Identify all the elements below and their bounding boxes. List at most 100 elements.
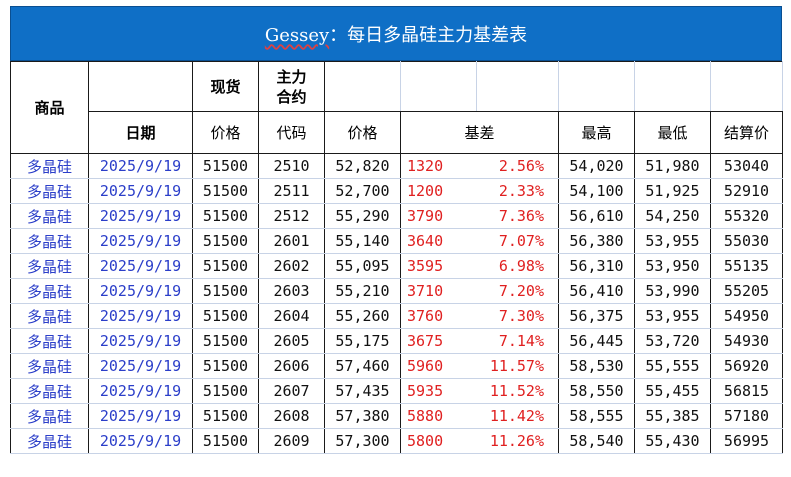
product-cell: 多晶硅 xyxy=(10,253,89,279)
contract-price-cell: 57,435 xyxy=(324,378,401,404)
high-cell: 54,100 xyxy=(558,178,635,204)
high-cell: 56,310 xyxy=(558,253,635,279)
basis-cell: 3675 xyxy=(400,328,477,354)
basis-percent-cell: 7.36% xyxy=(476,203,559,229)
basis-cell: 1200 xyxy=(400,178,477,204)
contract-price-cell: 57,300 xyxy=(324,428,401,454)
basis-cell: 3595 xyxy=(400,253,477,279)
contract-code-cell: 2609 xyxy=(258,428,325,454)
header-high: 最高 xyxy=(558,111,635,154)
contract-price-cell: 52,820 xyxy=(324,153,401,179)
spot-price-cell: 51500 xyxy=(192,253,259,279)
table-row: 多晶硅 2025/9/19 51500 2606 57,460 5960 11.57% 58,… xyxy=(10,353,783,379)
basis-cell: 3640 xyxy=(400,228,477,254)
contract-code-cell: 2512 xyxy=(258,203,325,229)
basis-percent-cell: 2.33% xyxy=(476,178,559,204)
contract-price-cell: 52,700 xyxy=(324,178,401,204)
title-brand: Gessey xyxy=(264,24,330,46)
contract-code-cell: 2603 xyxy=(258,278,325,304)
low-cell: 53,990 xyxy=(634,278,711,304)
contract-price-cell: 57,460 xyxy=(324,353,401,379)
basis-percent-cell: 11.42% xyxy=(476,403,559,429)
basis-percent-cell: 6.98% xyxy=(476,253,559,279)
date-cell: 2025/9/19 xyxy=(88,353,193,379)
basis-percent-cell: 7.07% xyxy=(476,228,559,254)
product-cell: 多晶硅 xyxy=(10,403,89,429)
spot-price-cell: 51500 xyxy=(192,178,259,204)
contract-code-cell: 2605 xyxy=(258,328,325,354)
basis-percent-cell: 11.57% xyxy=(476,353,559,379)
header-code: 代码 xyxy=(258,111,325,154)
page-title: Gessey：每日多晶硅主力基差表 xyxy=(265,21,527,47)
high-cell: 58,530 xyxy=(558,353,635,379)
high-cell: 56,375 xyxy=(558,303,635,329)
low-cell: 51,980 xyxy=(634,153,711,179)
product-cell: 多晶硅 xyxy=(10,428,89,454)
basis-sheet: Gessey：每日多晶硅主力基差表 商品 现货 主力 合约 日期 xyxy=(10,6,783,454)
basis-percent-cell: 7.30% xyxy=(476,303,559,329)
contract-code-cell: 2602 xyxy=(258,253,325,279)
settle-cell: 54950 xyxy=(710,303,783,329)
table-row: 多晶硅 2025/9/19 51500 2603 55,210 3710 7.20% 56,4… xyxy=(10,278,783,304)
basis-cell: 3710 xyxy=(400,278,477,304)
high-cell: 56,610 xyxy=(558,203,635,229)
product-cell: 多晶硅 xyxy=(10,303,89,329)
contract-price-cell: 55,095 xyxy=(324,253,401,279)
settle-cell: 56920 xyxy=(710,353,783,379)
header-contract-price: 价格 xyxy=(324,111,401,154)
product-cell: 多晶硅 xyxy=(10,378,89,404)
date-cell: 2025/9/19 xyxy=(88,278,193,304)
spot-price-cell: 51500 xyxy=(192,328,259,354)
settle-cell: 56815 xyxy=(710,378,783,404)
settle-cell: 55030 xyxy=(710,228,783,254)
spot-price-cell: 51500 xyxy=(192,278,259,304)
low-cell: 53,720 xyxy=(634,328,711,354)
spot-price-cell: 51500 xyxy=(192,378,259,404)
date-cell: 2025/9/19 xyxy=(88,153,193,179)
product-cell: 多晶硅 xyxy=(10,153,89,179)
low-cell: 51,925 xyxy=(634,178,711,204)
table-row: 多晶硅 2025/9/19 51500 2604 55,260 3760 7.30% 56,3… xyxy=(10,303,783,329)
spot-price-cell: 51500 xyxy=(192,153,259,179)
spot-price-cell: 51500 xyxy=(192,203,259,229)
basis-cell: 5880 xyxy=(400,403,477,429)
basis-percent-cell: 7.14% xyxy=(476,328,559,354)
basis-percent-cell: 11.26% xyxy=(476,428,559,454)
date-cell: 2025/9/19 xyxy=(88,428,193,454)
contract-code-cell: 2606 xyxy=(258,353,325,379)
low-cell: 53,950 xyxy=(634,253,711,279)
basis-cell: 3790 xyxy=(400,203,477,229)
settle-cell: 53040 xyxy=(710,153,783,179)
contract-code-cell: 2510 xyxy=(258,153,325,179)
basis-cell: 1320 xyxy=(400,153,477,179)
low-cell: 55,555 xyxy=(634,353,711,379)
spot-price-cell: 51500 xyxy=(192,403,259,429)
date-cell: 2025/9/19 xyxy=(88,403,193,429)
spot-price-cell: 51500 xyxy=(192,428,259,454)
spot-price-cell: 51500 xyxy=(192,303,259,329)
low-cell: 54,250 xyxy=(634,203,711,229)
settle-cell: 54930 xyxy=(710,328,783,354)
settle-cell: 52910 xyxy=(710,178,783,204)
header-blank-date-top xyxy=(88,61,193,112)
table-row: 多晶硅 2025/9/19 51500 2512 55,290 3790 7.36% 56,6… xyxy=(10,203,783,229)
product-cell: 多晶硅 xyxy=(10,203,89,229)
spot-price-cell: 51500 xyxy=(192,353,259,379)
table-row: 多晶硅 2025/9/19 51500 2605 55,175 3675 7.14% 56,4… xyxy=(10,328,783,354)
contract-price-cell: 55,290 xyxy=(324,203,401,229)
date-cell: 2025/9/19 xyxy=(88,228,193,254)
contract-code-cell: 2601 xyxy=(258,228,325,254)
contract-code-cell: 2607 xyxy=(258,378,325,404)
high-cell: 56,410 xyxy=(558,278,635,304)
table-row: 多晶硅 2025/9/19 51500 2609 57,300 5800 11.26% 58,… xyxy=(10,428,783,454)
low-cell: 55,385 xyxy=(634,403,711,429)
header-spot: 现货 xyxy=(192,61,259,112)
header-main-contract: 主力 合约 xyxy=(258,61,325,112)
header-blank-1 xyxy=(324,61,401,112)
date-cell: 2025/9/19 xyxy=(88,253,193,279)
settle-cell: 56995 xyxy=(710,428,783,454)
header-date: 日期 xyxy=(88,111,193,154)
date-cell: 2025/9/19 xyxy=(88,178,193,204)
header-blank-2 xyxy=(400,61,477,112)
header-blank-5 xyxy=(634,61,711,112)
